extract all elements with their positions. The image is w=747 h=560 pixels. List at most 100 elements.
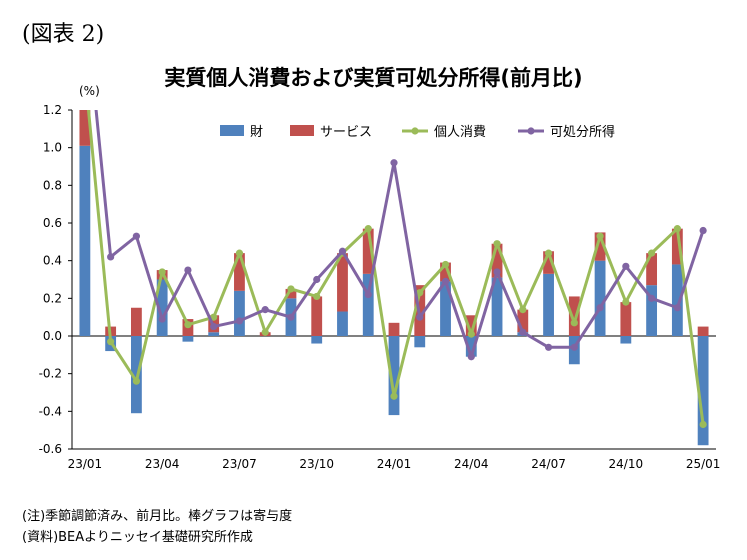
- point-income: [261, 306, 269, 314]
- point-income: [107, 253, 115, 261]
- y-tick-label: 0.0: [43, 329, 62, 343]
- bar-goods: [156, 279, 168, 336]
- bar-services: [285, 288, 297, 299]
- y-tick-label: 0.4: [43, 254, 62, 268]
- bar-services: [646, 253, 658, 286]
- y-tick-label: 0.8: [43, 178, 62, 192]
- y-tick-label: -0.6: [39, 442, 62, 456]
- bar-goods: [646, 285, 658, 336]
- point-consumption: [544, 249, 553, 257]
- bar-goods: [79, 145, 91, 336]
- point-consumption: [132, 377, 140, 385]
- y-tick-label: 1.2: [43, 103, 62, 117]
- point-consumption: [364, 225, 372, 233]
- point-income: [441, 277, 450, 285]
- footnote-note: (注)季節調節済み、前月比。棒グラフは寄与度: [22, 509, 293, 524]
- point-income: [493, 268, 501, 276]
- x-tick-label: 24/07: [531, 457, 566, 471]
- legend-marker-income: [527, 127, 535, 135]
- bar-goods: [671, 264, 683, 336]
- point-income: [235, 317, 244, 325]
- point-consumption: [390, 392, 398, 400]
- point-consumption: [313, 292, 321, 301]
- x-tick-label: 23/10: [299, 457, 334, 471]
- point-consumption: [107, 338, 115, 346]
- point-income: [338, 247, 347, 255]
- legend-label-goods: 財: [250, 125, 263, 140]
- point-income: [699, 226, 707, 235]
- legend-swatch-goods: [220, 125, 244, 136]
- bar-services: [465, 315, 477, 336]
- point-consumption: [184, 321, 192, 329]
- legend-marker-consumption: [411, 127, 419, 135]
- point-consumption: [493, 240, 501, 248]
- bar-goods: [594, 260, 606, 336]
- y-tick-label: 0.2: [43, 291, 62, 305]
- point-consumption: [210, 313, 218, 321]
- x-tick-label: 23/01: [68, 457, 103, 471]
- point-income: [673, 304, 681, 312]
- bar-services: [311, 296, 323, 336]
- bar-services: [517, 309, 529, 333]
- bar-goods: [620, 336, 632, 344]
- footnote-source: (資料)BEAよりニッセイ基礎研究所作成: [22, 530, 253, 545]
- point-income: [622, 262, 630, 270]
- bar-services: [79, 110, 91, 146]
- point-income: [519, 328, 527, 336]
- bar-goods: [208, 332, 220, 336]
- bar-goods: [311, 336, 323, 344]
- point-income: [390, 159, 398, 167]
- y-unit-label: (%): [79, 84, 100, 98]
- bar-services: [568, 296, 580, 336]
- bar-goods: [337, 311, 348, 336]
- x-tick-label: 24/01: [377, 457, 412, 471]
- chart-title: 実質個人消費および実質可処分所得(前月比): [164, 66, 583, 90]
- bar-services: [697, 326, 709, 336]
- bar-goods: [234, 290, 245, 336]
- bar-goods: [543, 273, 554, 336]
- bar-services: [440, 262, 451, 282]
- bar-services: [234, 253, 245, 291]
- x-tick-label: 24/10: [609, 457, 644, 471]
- point-consumption: [441, 260, 450, 269]
- point-consumption: [81, 69, 88, 76]
- point-consumption: [519, 306, 527, 314]
- point-consumption: [467, 330, 475, 338]
- point-income: [132, 232, 140, 240]
- bar-services: [491, 243, 503, 278]
- bar-goods: [697, 336, 709, 446]
- legend-swatch-services: [290, 125, 314, 136]
- point-consumption: [416, 289, 424, 297]
- x-tick-label: 24/04: [454, 457, 489, 471]
- point-consumption: [648, 249, 656, 257]
- point-income: [184, 266, 192, 274]
- bar-goods: [362, 273, 374, 336]
- point-income: [416, 313, 424, 321]
- y-tick-label: -0.4: [39, 404, 62, 418]
- point-income: [467, 353, 475, 361]
- bar-services: [130, 307, 142, 336]
- bar-goods: [440, 281, 451, 336]
- bar-goods: [491, 277, 503, 336]
- point-consumption: [622, 298, 630, 306]
- point-income: [364, 290, 372, 299]
- bar-services: [388, 322, 400, 336]
- point-income: [596, 304, 604, 312]
- x-tick-label: 25/01: [686, 457, 721, 471]
- point-consumption: [158, 268, 166, 276]
- point-consumption: [261, 328, 269, 336]
- point-consumption: [596, 232, 604, 240]
- bar-services: [543, 251, 554, 274]
- point-income: [158, 315, 166, 323]
- point-income: [81, 0, 88, 1]
- bar-services: [620, 302, 632, 336]
- y-tick-label: -0.2: [39, 367, 62, 381]
- bar-services: [594, 232, 606, 261]
- point-income: [544, 343, 553, 351]
- point-consumption: [235, 249, 244, 257]
- bar-goods: [465, 336, 477, 357]
- bar-services: [337, 253, 348, 312]
- bar-goods: [414, 336, 426, 348]
- point-income: [313, 275, 321, 284]
